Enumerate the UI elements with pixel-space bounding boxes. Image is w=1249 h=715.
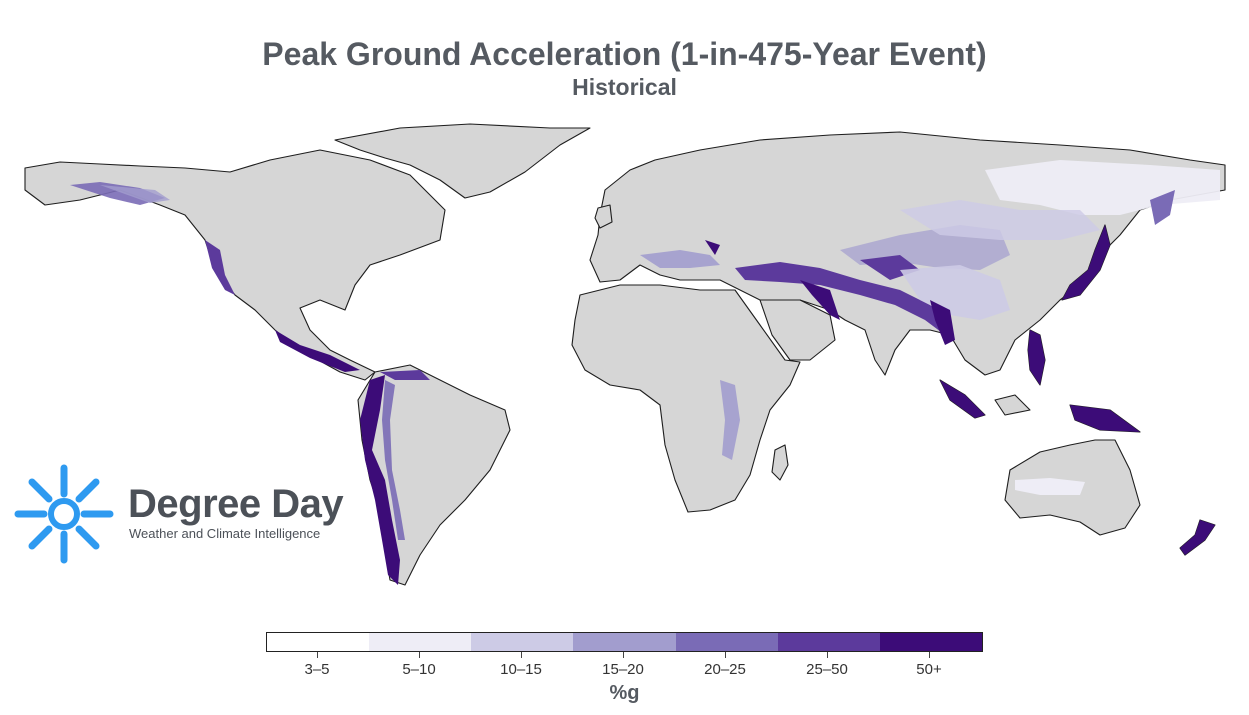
legend-tick (521, 652, 522, 658)
legend-swatch (369, 633, 472, 651)
legend-label: 20–25 (704, 661, 746, 678)
legend-tick (317, 652, 318, 658)
land-uk (594, 204, 613, 229)
legend-label: 5–10 (402, 661, 436, 678)
land-north-america (24, 149, 446, 381)
legend-label: 50+ (916, 661, 942, 678)
legend-tick (929, 652, 930, 658)
land-greenland (334, 123, 591, 199)
legend-tick (623, 652, 624, 658)
legend-swatch (777, 633, 880, 651)
land-arabia (759, 299, 836, 361)
logo-tagline: Weather and Climate Intelligence (129, 526, 321, 541)
map-title: Peak Ground Acceleration (1-in-475-Year … (262, 36, 987, 72)
land-africa (571, 284, 801, 513)
world-map-svg (24, 123, 1226, 586)
land-madagascar (771, 444, 789, 481)
degree-day-logo: Degree Day Weather and Climate Intellige… (14, 464, 354, 564)
hazard-overlay (70, 160, 1220, 585)
legend-unit: %g (609, 682, 640, 704)
map-subtitle: Historical (572, 74, 677, 100)
sun-icon (14, 464, 114, 564)
legend-label: 3–5 (304, 661, 330, 678)
legend-swatch (573, 633, 676, 651)
legend-swatch (267, 633, 370, 651)
legend-label: 10–15 (500, 661, 542, 678)
legend-label: 25–50 (806, 661, 848, 678)
legend-colorbar (266, 632, 983, 652)
legend-swatch (471, 633, 574, 651)
legend-swatch (675, 633, 778, 651)
legend-tick (827, 652, 828, 658)
logo-name: Degree Day (128, 482, 344, 526)
legend: 3–5 5–10 10–15 15–20 20–25 25–50 50+ (266, 632, 983, 678)
world-map (0, 118, 1249, 608)
legend-swatch (879, 633, 982, 651)
legend-tick (725, 652, 726, 658)
legend-label: 15–20 (602, 661, 644, 678)
legend-tick (419, 652, 420, 658)
